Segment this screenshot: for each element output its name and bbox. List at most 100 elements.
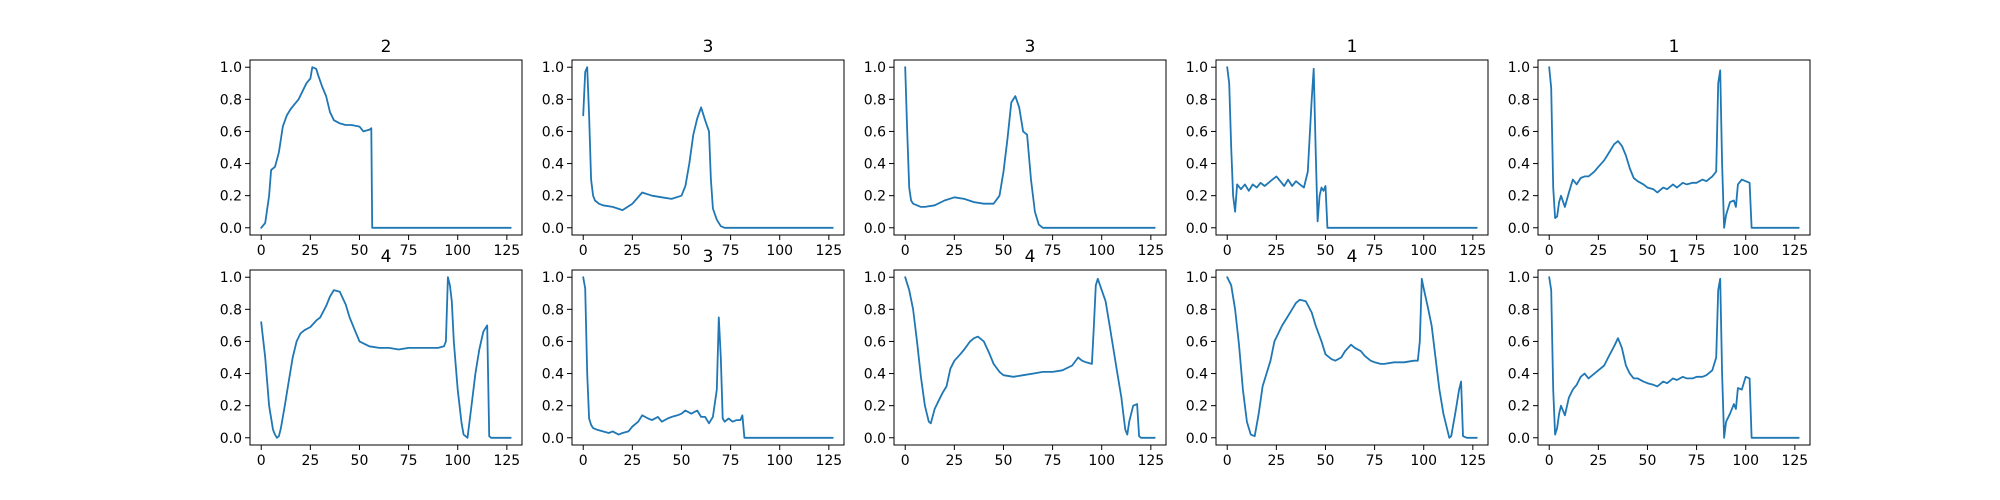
panel-10: 1 0 25 50 75 100 125 0.0 0.2 0.4 0.6 0.8 1.0 [1508,247,1811,469]
y-tick-label: 1.0 [1508,270,1530,286]
x-tick-label: 25 [1267,453,1285,469]
x-tick-label: 100 [1732,453,1759,469]
axes-frame [571,269,845,446]
y-tick-label: 0.6 [1508,334,1530,350]
x-tick-label: 50 [351,243,369,259]
y-tick-label: 0.0 [220,431,242,447]
x-tick-label: 100 [444,243,471,259]
x-tick-label: 0 [1223,243,1232,259]
x-tick-label: 100 [1088,453,1115,469]
x-tick-label: 25 [301,453,319,469]
x-tick-label: 75 [722,453,740,469]
y-tick-label: 0.2 [220,189,242,205]
panel-title: 1 [1347,37,1358,57]
y-tick-label: 1.0 [542,270,564,286]
x-tick-label: 75 [400,453,418,469]
x-tick-label: 50 [673,453,691,469]
x-tick-label: 75 [1044,243,1062,259]
y-tick-label: 0.0 [1508,221,1530,237]
panel-title: 3 [703,37,714,57]
y-tick-label: 0.6 [1508,124,1530,140]
series-line [904,66,1156,229]
x-tick-label: 75 [722,243,740,259]
y-tick-label: 1.0 [1186,270,1208,286]
y-tick-label: 0.8 [1186,92,1208,108]
panel-5: 1 0 25 50 75 100 125 0.0 0.2 0.4 0.6 0.8 1.0 [1508,37,1811,259]
y-tick-label: 0.0 [864,431,886,447]
axes-frame [571,59,845,236]
series-line [1548,66,1800,229]
x-tick-label: 100 [1088,243,1115,259]
y-tick-label: 0.6 [542,334,564,350]
series-line [582,276,834,439]
y-tick-label: 0.8 [542,302,564,318]
y-tick-label: 0.4 [864,367,886,383]
y-tick-label: 0.8 [1508,302,1530,318]
series-line [260,66,512,229]
x-tick-label: 50 [351,453,369,469]
panel-title: 1 [1669,247,1680,267]
panel-7: 3 0 25 50 75 100 125 0.0 0.2 0.4 0.6 0.8 1.0 [542,247,845,469]
x-tick-label: 50 [1317,243,1335,259]
y-tick-label: 0.6 [1186,334,1208,350]
y-tick-label: 0.8 [864,92,886,108]
series-line [1226,66,1478,229]
y-tick-label: 0.0 [220,221,242,237]
x-tick-label: 0 [257,453,266,469]
x-tick-label: 0 [1545,453,1554,469]
x-tick-label: 50 [673,243,691,259]
x-tick-label: 0 [579,243,588,259]
axes-frame [249,59,523,236]
y-tick-label: 0.0 [864,221,886,237]
panel-title: 3 [703,247,714,267]
y-tick-label: 1.0 [1186,60,1208,76]
y-tick-label: 0.8 [220,302,242,318]
y-tick-label: 0.0 [1186,221,1208,237]
axes-frame [1537,59,1811,236]
y-tick-label: 0.0 [542,431,564,447]
x-tick-label: 125 [493,453,520,469]
y-tick-label: 0.4 [220,157,242,173]
y-tick-label: 1.0 [864,270,886,286]
y-tick-label: 0.8 [220,92,242,108]
y-tick-label: 0.4 [1508,367,1530,383]
y-tick-label: 0.2 [542,189,564,205]
x-tick-label: 50 [1317,453,1335,469]
y-tick-label: 0.4 [220,367,242,383]
x-tick-label: 25 [623,243,641,259]
y-tick-label: 0.0 [542,221,564,237]
x-tick-label: 25 [623,453,641,469]
y-tick-label: 0.4 [1186,367,1208,383]
x-tick-label: 125 [1459,243,1486,259]
panel-title: 4 [381,247,392,267]
axes-frame [1215,59,1489,236]
x-tick-label: 125 [1137,243,1164,259]
x-tick-label: 0 [901,243,910,259]
y-tick-label: 1.0 [220,60,242,76]
y-tick-label: 0.0 [1508,431,1530,447]
y-tick-label: 1.0 [864,60,886,76]
x-tick-label: 25 [945,243,963,259]
x-tick-label: 25 [1589,453,1607,469]
x-tick-label: 50 [995,243,1013,259]
x-tick-label: 125 [815,243,842,259]
x-tick-label: 25 [301,243,319,259]
axes-frame [893,59,1167,236]
x-tick-label: 125 [1781,243,1808,259]
series-line [260,276,512,439]
x-tick-label: 75 [1688,453,1706,469]
x-tick-label: 125 [815,453,842,469]
y-tick-label: 0.2 [1508,189,1530,205]
x-tick-label: 100 [1732,243,1759,259]
panel-title: 1 [1669,37,1680,57]
x-tick-label: 50 [995,453,1013,469]
axes-frame [1215,269,1489,446]
y-tick-label: 1.0 [542,60,564,76]
panel-title: 4 [1025,247,1036,267]
panel-8: 4 0 25 50 75 100 125 0.0 0.2 0.4 0.6 0.8 1.0 [864,247,1167,469]
y-tick-label: 0.6 [542,124,564,140]
x-tick-label: 125 [1459,453,1486,469]
y-tick-label: 0.8 [1186,302,1208,318]
panel-title: 2 [381,37,392,57]
